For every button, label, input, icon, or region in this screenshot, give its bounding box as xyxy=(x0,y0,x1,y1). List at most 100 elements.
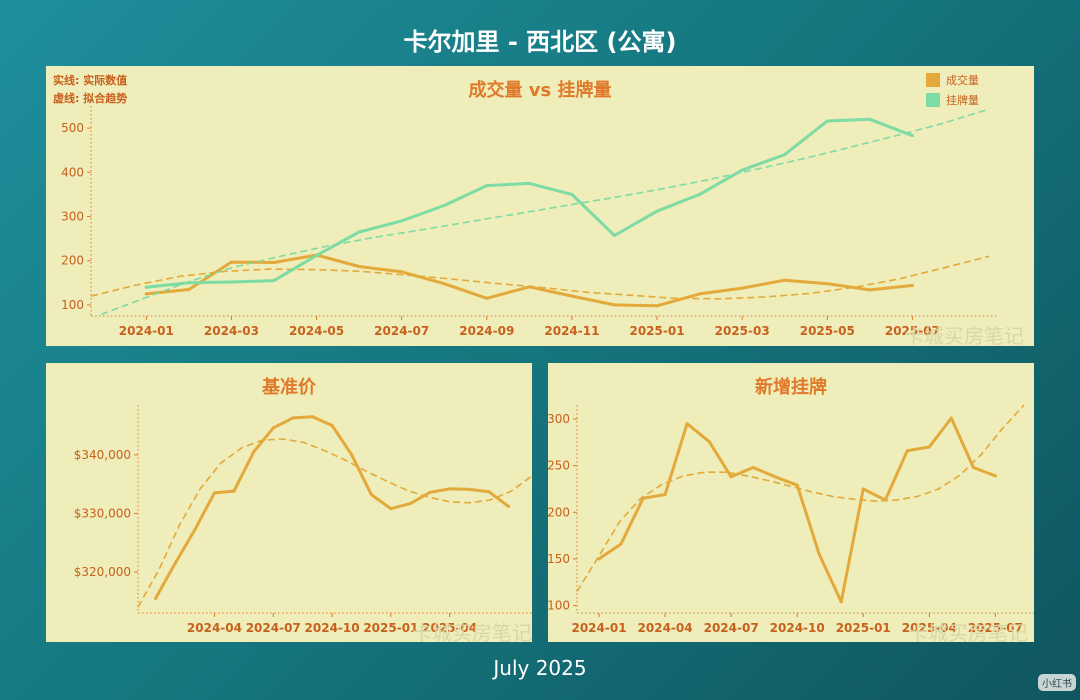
data-point xyxy=(527,285,531,289)
data-point xyxy=(467,487,471,491)
data-point xyxy=(271,426,275,430)
x-tick-label: 2025-01 xyxy=(836,621,891,635)
data-point xyxy=(487,490,491,494)
data-point xyxy=(971,465,975,469)
watermark: 卡城买房笔记 xyxy=(904,324,1024,348)
trend-line-0 xyxy=(576,404,1025,592)
data-point xyxy=(310,415,314,419)
volume-chart: 100 200 300 400 500 2024-01 2024-03 2024-05 2024… xyxy=(61,106,999,338)
y-tick-label: $320,000 xyxy=(74,565,131,579)
x-tick-label: 2024-04 xyxy=(638,621,693,635)
data-point xyxy=(795,483,799,487)
data-point xyxy=(232,489,236,493)
solid-line-note: 实线: 实际数值 xyxy=(53,74,128,87)
x-tick-label: 2024-07 xyxy=(374,324,429,338)
data-point xyxy=(905,449,909,453)
x-tick-label: 2024-10 xyxy=(770,621,825,635)
watermark: 卡城买房笔记 xyxy=(908,621,1028,645)
data-point xyxy=(485,184,489,188)
data-point xyxy=(619,542,623,546)
y-tick-label: 250 xyxy=(548,459,570,473)
data-point xyxy=(993,474,997,478)
data-point xyxy=(663,493,667,497)
report-date: July 2025 xyxy=(493,656,587,680)
y-tick-label: 150 xyxy=(548,552,570,566)
data-point xyxy=(400,270,404,274)
data-point xyxy=(861,487,865,491)
data-point xyxy=(350,453,354,457)
x-tick-label: 2024-05 xyxy=(289,324,344,338)
legend-label-listings: 挂牌量 xyxy=(946,94,979,107)
data-point xyxy=(442,203,446,207)
data-point xyxy=(272,279,276,283)
y-tick-label: 200 xyxy=(548,505,570,519)
data-point xyxy=(883,498,887,502)
new-listings-chart-title: 新增挂牌 xyxy=(755,377,827,398)
data-point xyxy=(212,491,216,495)
data-point xyxy=(448,487,452,491)
data-point xyxy=(229,260,233,264)
data-point xyxy=(655,209,659,213)
y-tick-label: 300 xyxy=(548,412,570,426)
volume-chart-panel: 100 200 300 400 500 2024-01 2024-03 2024-05 2024… xyxy=(46,66,1034,348)
x-tick-label: 2024-01 xyxy=(571,621,626,635)
data-point xyxy=(442,282,446,286)
data-point xyxy=(729,475,733,479)
y-tick-label: 300 xyxy=(61,210,84,224)
data-point xyxy=(612,234,616,238)
x-tick-label: 2025-01 xyxy=(629,324,684,338)
data-point xyxy=(868,117,872,121)
x-tick-label: 2025-07 xyxy=(885,324,940,338)
series-line-0 xyxy=(597,416,997,604)
data-point xyxy=(252,450,256,454)
data-point xyxy=(825,119,829,123)
y-tick-label: 400 xyxy=(61,165,84,179)
data-point xyxy=(910,134,914,138)
listings-swatch xyxy=(926,93,940,107)
data-point xyxy=(400,219,404,223)
dashed-line-note: 虚线: 拟合趋势 xyxy=(53,92,128,105)
source-badge: 小红书 xyxy=(1038,674,1076,691)
data-point xyxy=(825,282,829,286)
data-point xyxy=(428,490,432,494)
x-tick-label: 2024-11 xyxy=(544,324,599,338)
data-point xyxy=(751,465,755,469)
data-point xyxy=(272,261,276,265)
trend-line-1 xyxy=(94,108,990,316)
page-title: 卡尔加里 - 西北区 (公寓) xyxy=(403,28,677,56)
benchmark-chart-panel: $320,000 $330,000 $340,000 2024-04 2024-07 20… xyxy=(46,363,532,645)
data-point xyxy=(229,280,233,284)
x-tick-label: 2024-07 xyxy=(246,621,301,635)
data-point xyxy=(570,192,574,196)
trend-line-0 xyxy=(137,438,532,608)
data-point xyxy=(612,303,616,307)
data-point xyxy=(357,230,361,234)
data-point xyxy=(910,283,914,287)
data-point xyxy=(740,286,744,290)
data-point xyxy=(506,504,510,508)
x-tick-label: 2025-03 xyxy=(715,324,770,338)
new-listings-chart: 100 150 200 250 300 2024-01 2024-04 2024-07 2024… xyxy=(548,404,1034,635)
legend-label-sales: 成交量 xyxy=(946,74,979,87)
x-tick-label: 2024-10 xyxy=(305,621,360,635)
data-point xyxy=(485,296,489,300)
y-tick-label: 500 xyxy=(61,121,84,135)
x-tick-label: 2025-05 xyxy=(800,324,855,338)
legend-item-listings: 挂牌量 xyxy=(926,90,979,110)
data-point xyxy=(740,168,744,172)
data-point xyxy=(927,445,931,449)
data-point xyxy=(839,600,843,604)
data-point xyxy=(570,294,574,298)
watermark: 卡城买房笔记 xyxy=(412,621,532,645)
x-tick-label: 2024-07 xyxy=(704,621,759,635)
data-point xyxy=(187,281,191,285)
x-tick-label: 2025-04 xyxy=(902,621,957,635)
data-point xyxy=(154,596,158,600)
data-point xyxy=(173,561,177,565)
data-point xyxy=(868,288,872,292)
y-tick-label: $330,000 xyxy=(74,506,131,520)
x-tick-label: 2024-03 xyxy=(204,324,259,338)
data-point xyxy=(685,422,689,426)
y-tick-label: 100 xyxy=(548,599,570,613)
volume-chart-title: 成交量 vs 挂牌量 xyxy=(468,80,612,101)
